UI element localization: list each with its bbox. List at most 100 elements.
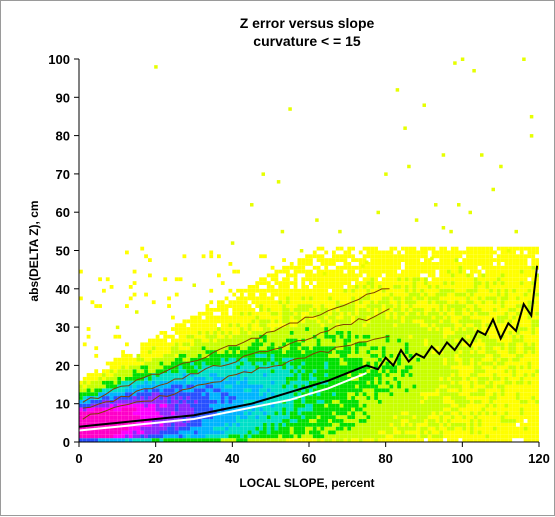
density-cell [228,396,233,400]
density-cell [512,288,516,293]
density-cell [194,380,198,385]
density-cell [378,330,382,335]
density-cell [190,380,194,385]
density-cell [324,285,329,289]
density-cell [343,350,348,354]
density-cell [489,384,493,389]
density-cell [240,350,244,354]
density-cell [332,426,336,431]
density-cell [343,419,348,423]
density-cell [347,346,352,351]
density-cell [401,380,405,385]
density-cell [201,319,206,324]
density-cell [477,311,482,316]
density-cell [485,438,490,442]
density-cell [481,273,486,278]
density-cell [508,392,513,397]
density-cell [140,396,145,400]
density-cell [171,380,175,385]
density-cell [435,384,440,389]
density-cell [447,415,451,420]
density-cell [328,426,332,431]
density-cell [374,399,378,404]
density-cell [125,426,129,431]
outlier-point [441,226,446,230]
outlier-point [491,187,495,192]
density-cell [355,273,359,278]
density-cell [324,296,329,301]
density-cell [297,369,302,374]
density-cell [477,422,482,427]
density-cell [358,334,363,339]
density-cell [266,399,271,404]
density-cell [424,392,428,397]
density-cell [217,426,221,431]
density-cell [301,388,306,393]
density-cell [86,419,91,423]
outlier-point [472,68,476,73]
density-cell [504,342,509,347]
density-cell [282,323,286,328]
density-cell [527,434,532,439]
density-cell [178,438,183,442]
density-cell [439,273,444,278]
density-cell [355,353,359,358]
density-cell [121,415,125,420]
density-cell [404,269,409,274]
density-cell [320,296,325,301]
density-cell [328,300,332,305]
density-cell [512,311,516,316]
density-cell [519,373,524,377]
density-cell [389,269,394,274]
density-cell [263,365,267,370]
density-cell [270,411,275,416]
density-cell [508,334,513,339]
density-cell [243,304,248,308]
density-cell [255,323,260,328]
density-cell [148,422,152,427]
density-cell [232,307,237,312]
density-cell [79,403,83,408]
density-cell [439,384,444,389]
density-cell [374,323,378,328]
density-cell [236,319,240,324]
density-cell [224,361,229,366]
density-cell [178,353,183,358]
outlier-point [499,164,503,169]
density-cell [102,411,106,416]
density-cell [182,399,187,404]
density-cell [431,292,436,297]
density-cell [435,300,440,305]
density-cell [209,327,214,331]
density-cell [385,277,390,282]
density-cell [335,288,340,293]
density-cell [404,438,409,442]
density-cell [470,285,474,289]
density-cell [159,415,164,420]
density-cell [531,338,536,343]
density-cell [293,430,298,435]
density-cell [220,307,225,312]
density-cell [228,419,233,423]
density-cell [332,380,336,385]
density-cell [470,265,474,270]
density-cell [477,346,482,351]
density-cell [109,285,114,289]
density-cell [481,323,486,328]
density-cell [194,330,198,335]
density-cell [320,430,325,435]
density-cell [473,346,478,351]
density-cell [232,384,237,389]
density-cell [512,407,516,412]
density-cell [416,384,421,389]
density-cell [282,373,286,377]
density-cell [343,265,348,270]
density-cell [316,304,321,308]
density-cell [293,357,298,362]
density-cell [355,307,359,312]
density-cell [94,353,99,358]
density-cell [286,338,290,343]
density-cell [439,277,444,282]
density-cell [159,411,164,416]
density-cell [171,422,175,427]
